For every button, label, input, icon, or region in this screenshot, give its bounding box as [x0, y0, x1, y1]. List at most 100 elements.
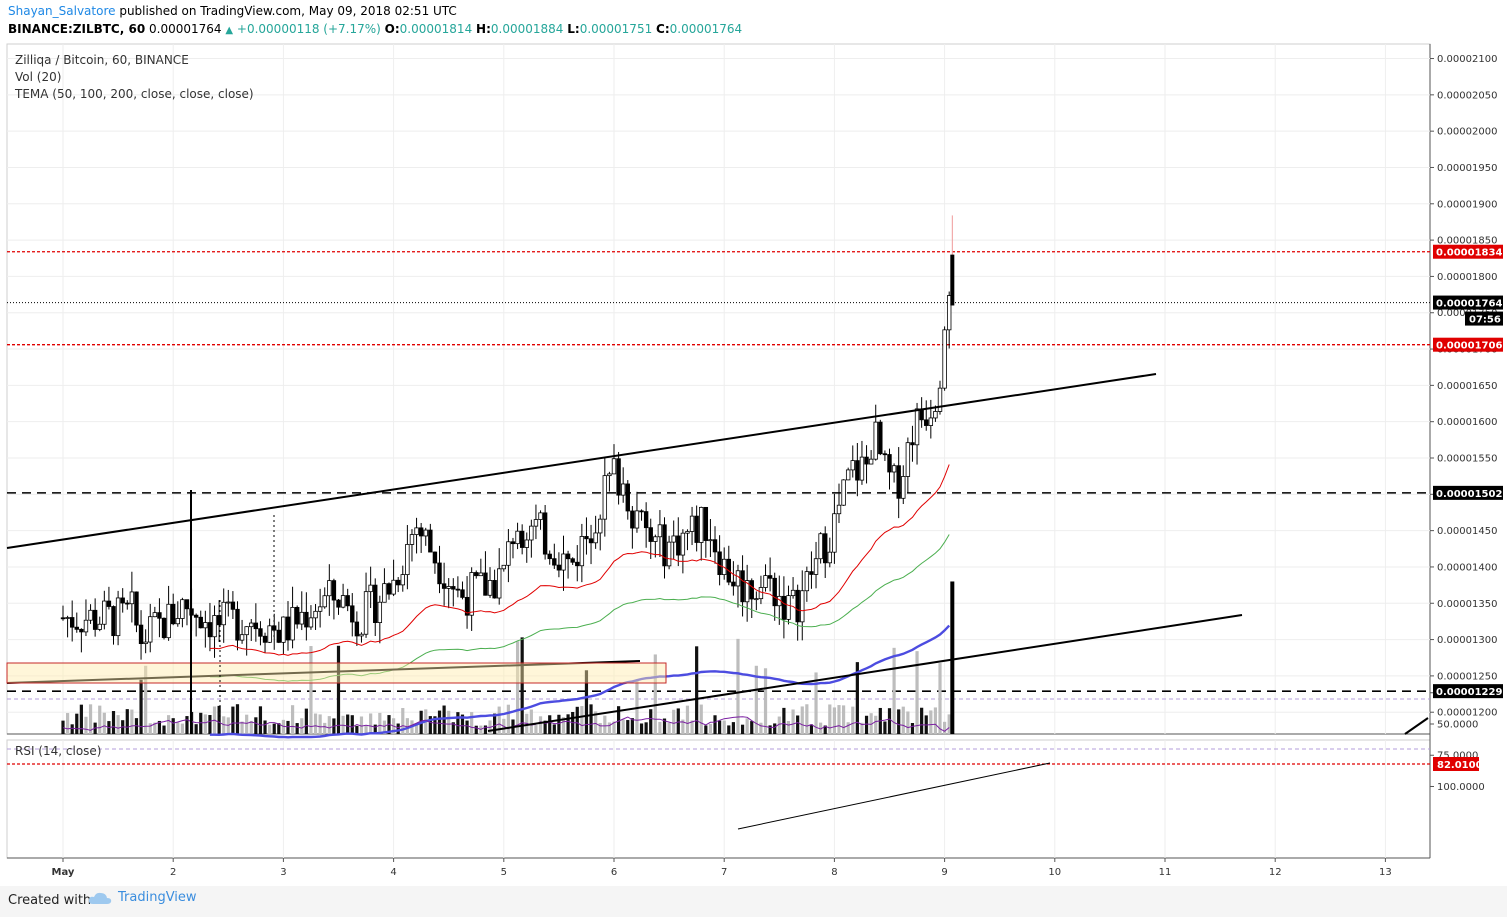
volume-bar — [529, 709, 533, 734]
candle — [593, 532, 598, 544]
x-tick-label: 10 — [1048, 867, 1061, 878]
volume-bar — [722, 720, 726, 734]
candle — [602, 475, 608, 520]
volume-bar — [515, 641, 520, 734]
candle — [212, 615, 217, 638]
candle — [331, 580, 337, 601]
price-tag-red — [1433, 337, 1503, 352]
candle — [878, 421, 883, 455]
candle — [712, 539, 718, 553]
volume-bar — [75, 713, 79, 734]
y-tick-label: 0.00001450 — [1437, 526, 1497, 537]
candle — [129, 591, 135, 605]
author-link[interactable]: Shayan_Salvatore — [8, 4, 116, 18]
candle — [542, 512, 548, 555]
candle — [166, 603, 171, 639]
volume-bar — [763, 668, 768, 734]
candle — [497, 568, 502, 599]
volume-bar — [295, 723, 299, 734]
volume-bar — [65, 713, 70, 734]
y-tick-label: 0.00001900 — [1437, 199, 1497, 210]
candle — [708, 539, 713, 542]
candle — [588, 538, 594, 544]
y-tick-label: 0.00002100 — [1437, 54, 1497, 65]
candle — [676, 535, 681, 556]
candle — [740, 570, 745, 603]
y-tick-label: 0.00001350 — [1437, 599, 1497, 610]
x-tick-label: 7 — [721, 867, 727, 878]
candle — [345, 595, 350, 607]
volume-bar — [920, 707, 924, 734]
candle — [790, 589, 796, 597]
y-tick-label: 0.00001650 — [1437, 381, 1497, 392]
volume-bar — [750, 721, 754, 734]
volume-bar — [144, 665, 148, 734]
candle — [519, 530, 525, 548]
volume-bar — [685, 705, 690, 734]
volume-bar — [520, 637, 524, 734]
volume-bar — [713, 715, 717, 734]
candle — [754, 598, 759, 601]
candle — [92, 609, 98, 630]
volume-bar — [933, 707, 938, 734]
countdown-label: 07:56 — [1469, 315, 1501, 326]
volume-bar — [915, 651, 919, 734]
candle — [703, 506, 709, 541]
ohlc-bar: BINANCE:ZILBTC, 60 0.00001764 ▲ +0.00000… — [8, 22, 742, 36]
y-tick-label: 0.00001300 — [1437, 635, 1497, 646]
volume-bar — [662, 718, 667, 734]
open-value: 0.00001814 — [399, 22, 473, 36]
volume-bar — [456, 712, 460, 734]
y-tick-label: 0.00001850 — [1437, 236, 1497, 247]
candle — [111, 606, 116, 637]
volume-bar — [194, 724, 198, 734]
volume-bar — [887, 708, 892, 734]
y-tick-label: 0.00001600 — [1437, 417, 1497, 428]
candle — [350, 605, 355, 623]
legend-title: Zilliqa / Bitcoin, 60, BINANCE — [15, 53, 189, 67]
tema-200-line — [209, 624, 951, 739]
candle — [552, 558, 557, 566]
candle — [946, 295, 952, 331]
candle — [533, 519, 539, 527]
volume-bar — [786, 721, 791, 734]
volume-bar — [258, 706, 263, 734]
candle — [373, 584, 378, 623]
volume-bar — [869, 713, 873, 734]
volume-bar — [731, 722, 735, 734]
volume-bar — [364, 725, 368, 734]
tradingview-link[interactable]: TradingView — [88, 890, 197, 905]
volume-bar — [157, 720, 162, 734]
rsi-tick-label: 100.0000 — [1437, 782, 1485, 793]
candle — [294, 606, 300, 625]
volume-bar — [644, 722, 648, 734]
candle — [478, 572, 484, 577]
price-tag-black — [1433, 684, 1503, 699]
candle — [308, 617, 314, 628]
volume-bar — [846, 722, 850, 734]
volume-bar — [176, 722, 180, 734]
volume-bar — [548, 715, 552, 734]
volume-bar — [483, 725, 488, 734]
candle — [492, 580, 497, 599]
volume-bar — [832, 707, 836, 734]
volume-bar — [745, 718, 749, 734]
candle — [487, 580, 493, 596]
chart-canvas[interactable]: 0.00001200 0.00001250 0.00001300 0.00001350… — [0, 0, 1507, 886]
volume-bar — [594, 711, 598, 734]
candle — [152, 612, 158, 618]
volume-bar — [180, 723, 184, 734]
candle — [428, 529, 433, 553]
volume-bar — [249, 720, 253, 734]
candle — [249, 622, 254, 628]
volume-bar — [800, 706, 804, 734]
candle — [157, 612, 162, 619]
candle — [786, 595, 791, 620]
candle — [97, 623, 102, 630]
candle — [501, 564, 506, 570]
candle — [405, 544, 410, 576]
candle — [699, 506, 704, 543]
volume-bar — [681, 719, 685, 734]
y-tick-label: 0.00002000 — [1437, 127, 1497, 138]
price-tag-label: 0.00001706 — [1436, 341, 1502, 352]
